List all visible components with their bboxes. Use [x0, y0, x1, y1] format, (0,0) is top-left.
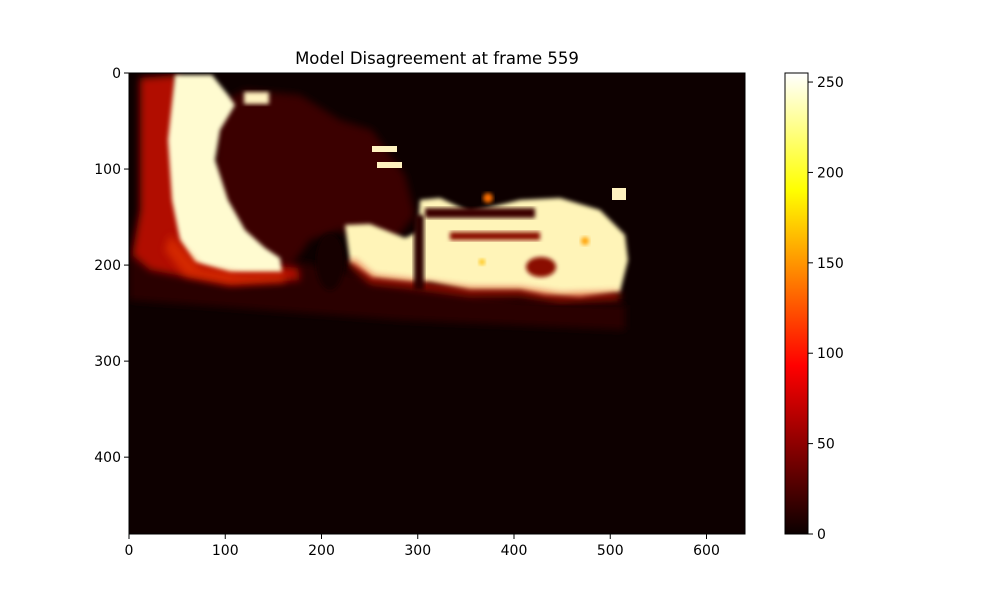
heatmap-orange-spot-2: [581, 237, 589, 245]
heatmap-person-shadow: [316, 234, 344, 290]
x-tick-label: 0: [125, 543, 134, 559]
heatmap-fleck-1: [244, 92, 269, 104]
colorbar-tick-label: 250: [817, 75, 844, 91]
heatmap-image: [129, 73, 745, 534]
x-tick-label: 400: [501, 543, 528, 559]
colorbar-tick-label: 150: [817, 256, 844, 272]
colorbar-axis: 0 50 100 150 200 250: [808, 75, 844, 543]
heatmap-dark-stripe-1: [425, 208, 535, 218]
x-tick-label: 500: [597, 543, 624, 559]
x-tick-label: 200: [308, 543, 335, 559]
y-tick-label: 0: [112, 66, 121, 82]
heatmap-bright-rim: [165, 235, 285, 284]
colorbar-tick-label: 200: [817, 165, 844, 181]
x-tick-label: 300: [404, 543, 431, 559]
x-tick-label: 600: [693, 543, 720, 559]
heatmap-dark-stripe-2: [450, 232, 540, 240]
y-tick-label: 400: [94, 450, 121, 466]
heatmap-orange-spot-1: [483, 193, 493, 203]
colorbar-tick-label: 100: [817, 346, 844, 362]
colorbar: [784, 72, 809, 535]
colorbar-tick-label: 50: [817, 437, 835, 453]
heatmap-dark-blob: [526, 257, 556, 277]
plot-frame: [128, 72, 746, 535]
x-axis: 0 100 200 300 400 500 600: [125, 534, 720, 559]
heatmap-orange-spot-3: [479, 259, 485, 265]
heatmap-fleck-4: [612, 188, 626, 200]
heatmap-fleck-2: [372, 146, 397, 152]
y-tick-label: 200: [94, 258, 121, 274]
heatmap-right-rim: [347, 259, 621, 302]
chart-title: Model Disagreement at frame 559: [295, 49, 579, 68]
heatmap-bright-column: [168, 75, 282, 272]
colorbar-tick-label: 0: [817, 527, 826, 543]
y-tick-label: 300: [94, 354, 121, 370]
x-tick-label: 100: [212, 543, 239, 559]
heatmap-pole: [414, 215, 424, 290]
heatmap-fleck-3: [377, 162, 402, 168]
y-tick-label: 100: [94, 162, 121, 178]
y-axis: 0 100 200 300 400: [94, 66, 129, 466]
